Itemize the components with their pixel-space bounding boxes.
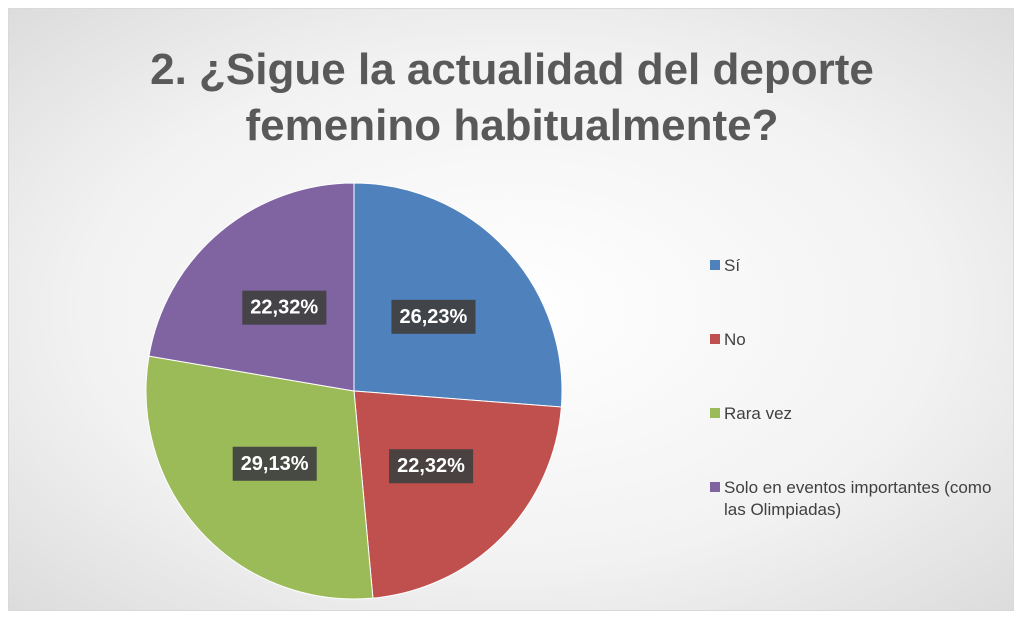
data-label-text: 22,32%: [397, 455, 465, 477]
legend-item: Solo en eventos importantes (como las Ol…: [710, 477, 1010, 551]
chart-title: 2. ¿Sigue la actualidad del deporte feme…: [150, 45, 874, 150]
data-label-box: [232, 446, 317, 481]
legend-item: Rara vez: [710, 403, 1010, 477]
legend: Sí No Rara vez Solo en eventos importantes …: [710, 255, 1010, 551]
data-label: 22,32%: [242, 290, 327, 325]
pie-slice: [353, 182, 563, 408]
legend-swatch: [710, 334, 720, 344]
data-label-text: 26,23%: [399, 306, 467, 328]
data-label: 29,13%: [232, 446, 317, 481]
legend-label: Solo en eventos importantes (como las Ol…: [724, 478, 992, 519]
data-label-box: [389, 449, 474, 484]
data-label-box: [391, 299, 476, 334]
data-label-text: 29,13%: [241, 453, 309, 475]
legend-swatch: [710, 408, 720, 418]
legend-item: Sí: [710, 255, 1010, 329]
legend-label: Rara vez: [724, 404, 793, 423]
legend-label: Sí: [724, 256, 741, 275]
data-label-box: [242, 290, 327, 325]
pie-slice: [353, 390, 562, 599]
pie-slice: [148, 182, 355, 392]
data-label-text: 22,32%: [250, 297, 318, 319]
legend-item: No: [710, 329, 1010, 403]
legend-label: No: [724, 330, 746, 349]
legend-swatch: [710, 260, 720, 270]
data-label: 26,23%: [391, 299, 476, 334]
data-label: 22,32%: [389, 449, 474, 484]
legend-swatch: [710, 482, 720, 492]
